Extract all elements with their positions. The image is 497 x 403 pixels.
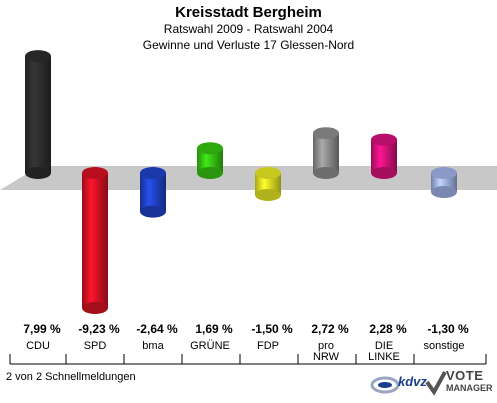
category-label-3: GRÜNE [190, 340, 230, 352]
logo-vote: VOTE [446, 368, 484, 383]
bar-top-cap-4 [255, 167, 281, 179]
chart-subtitle-2: Gewinne und Verluste 17 Glessen-Nord [142, 38, 355, 52]
bar-1 [82, 173, 108, 308]
bar-0 [25, 56, 51, 173]
bar-bottom-cap-0 [25, 167, 51, 179]
bar-top-cap-7 [431, 167, 457, 179]
category-label-5-0: pro [318, 340, 334, 352]
value-label-2: -2,64 % [136, 322, 178, 336]
bar-bottom-cap-4 [255, 188, 281, 201]
bar-bottom-cap-1 [82, 302, 108, 314]
bar-top-cap-5 [313, 127, 339, 140]
category-label-7: sonstige [424, 340, 465, 352]
footer-status: 2 von 2 Schnellmeldungen [6, 371, 136, 383]
bar-top-cap-1 [82, 167, 108, 179]
value-label-5: 2,72 % [311, 322, 349, 336]
value-label-4: -1,50 % [251, 322, 293, 336]
value-label-7: -1,30 % [427, 322, 469, 336]
category-label-1: SPD [84, 340, 107, 352]
baseline-band [0, 166, 497, 190]
logo-manager: MANAGER [446, 383, 493, 393]
logo-area: kdvz VOTE MANAGER [370, 366, 495, 400]
bar-bottom-cap-2 [140, 205, 166, 218]
value-label-3: 1,69 % [195, 322, 233, 336]
logo-kdvz: kdvz [398, 374, 427, 389]
bar-bottom-cap-6 [371, 167, 397, 179]
value-label-6: 2,28 % [369, 322, 407, 336]
category-label-2: bma [142, 340, 164, 352]
chart-title: Kreisstadt Bergheim [175, 4, 322, 21]
bar-bottom-cap-7 [431, 186, 457, 199]
category-label-6-0: DIE [375, 340, 393, 352]
bar-5 [313, 133, 339, 173]
chart-subtitle-1: Ratswahl 2009 - Ratswahl 2004 [163, 22, 334, 36]
bar-top-cap-2 [140, 167, 166, 179]
logo-vote-check-icon [425, 371, 447, 396]
bar-4 [255, 173, 281, 195]
bar-2 [140, 173, 166, 212]
category-label-5-1: NRW [313, 351, 340, 363]
bar-bottom-cap-5 [313, 167, 339, 179]
bar-top-cap-3 [197, 142, 223, 155]
category-label-6-1: LINKE [368, 351, 400, 363]
value-label-1: -9,23 % [78, 322, 120, 336]
bar-bottom-cap-3 [197, 167, 223, 179]
bar-top-cap-6 [371, 133, 397, 146]
value-label-0: 7,99 % [23, 322, 61, 336]
category-label-0: CDU [26, 340, 50, 352]
category-label-4: FDP [257, 340, 279, 352]
bar-top-cap-0 [25, 50, 51, 63]
logo-swoosh-icon [370, 376, 400, 394]
